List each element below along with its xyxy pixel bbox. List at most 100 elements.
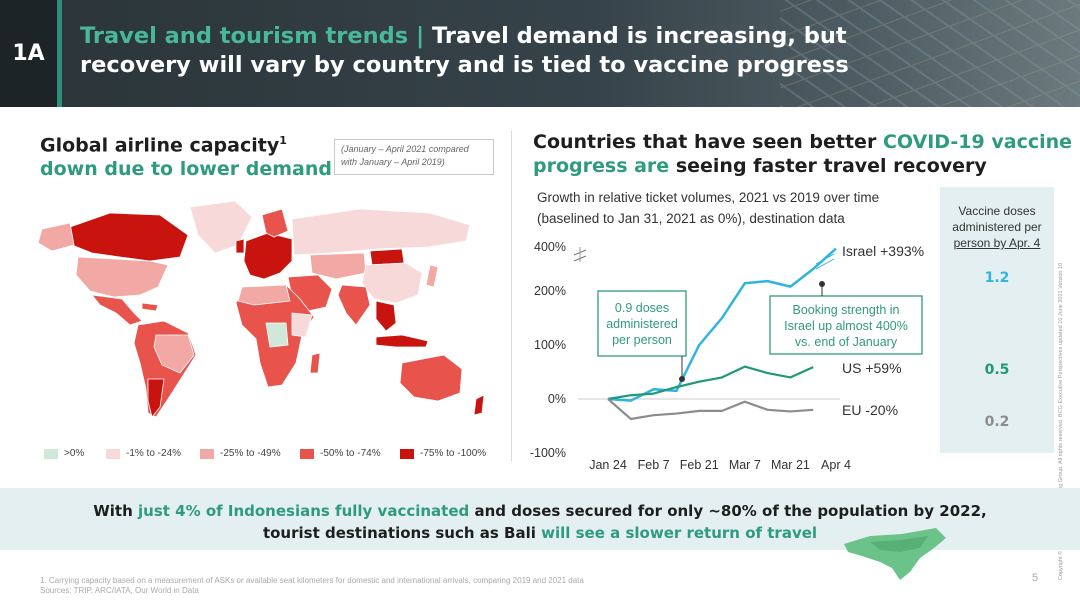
right-title-plain-1: Countries that have seen better [533,131,883,153]
map-australia [399,354,463,402]
callout-part-4: tourist destinations such as Bali [262,524,542,542]
title-accent: Travel and tourism trends [80,23,409,49]
footnote: 1. Carrying capacity based on a measurem… [40,576,584,596]
map-se-asia [375,300,397,332]
legend-swatch [400,448,414,459]
title-line-2: recovery will vary by country and is tie… [80,52,849,78]
map-china [361,262,423,304]
page-title: Travel and tourism trends | Travel deman… [80,22,980,80]
map-argentina [147,378,165,418]
legend-item-minus-75-100: -75% to -100% [400,448,486,459]
left-panel-title: Global airline capacity1 down due to low… [40,129,332,181]
israel-break-mark [815,253,835,270]
banner-map-texture [780,0,1080,107]
annotation-booking: Booking strength in Israel up almost 400… [769,281,923,355]
legend-swatch [200,448,214,459]
legend-swatch [300,448,314,459]
footnote-sources: Sources: TRIP, ARC/IATA, Our World in Da… [40,586,199,595]
chart-subtitle: Growth in relative ticket volumes, 2021 … [537,187,879,229]
callout-part-3: and doses secured for only ~80% of the p… [469,502,987,520]
y-tick-label: 400% [534,240,566,254]
vaccine-header-line-1: Vaccine doses [958,204,1036,218]
x-tick-label: Mar 21 [771,458,810,472]
vaccine-value-us: 0.5 [984,362,1010,378]
vaccine-column-header: Vaccine doses administered per person by… [940,203,1054,251]
map-canada [69,212,189,262]
x-axis-ticks: Jan 24 Feb 7 Feb 21 Mar 7 Mar 21 Apr 4 [589,458,851,472]
series-group [607,247,837,421]
vaccine-value-israel: 1.2 [984,270,1010,286]
left-title-line-2: down due to lower demand [40,158,332,181]
callout-text: With just 4% of Indonesians fully vaccin… [60,500,1020,544]
map-indonesia [375,334,429,348]
series-end-label-eu: EU -20% [842,402,898,418]
x-tick-label: Feb 7 [638,458,670,472]
footnote-line-1: 1. Carrying capacity based on a measurem… [40,576,584,585]
vaccine-header-line-2: administered per [952,220,1042,234]
map-north-africa [237,284,291,306]
world-capacity-map [37,200,485,418]
map-scandinavia [261,208,289,238]
annotation-booking-line-1: Booking strength in [792,303,899,317]
x-tick-label: Apr 4 [821,458,851,472]
legend-label: -75% to -100% [420,448,487,459]
right-title-accent-2: progress are [533,155,670,177]
map-central-asia [309,252,367,280]
right-title-accent-1: COVID-19 vaccine [882,131,1073,153]
period-note: (January – April 2021 compared with Janu… [334,139,494,175]
map-india [337,284,371,326]
legend-item-minus-25-49: -25% to -49% [200,448,281,459]
map-brazil [153,334,195,374]
page-number: 5 [1032,572,1039,584]
title-separator: | [408,23,432,49]
chart-subtitle-line-2: (baselined to Jan 31, 2021 as 0%), desti… [537,211,845,226]
map-russia [291,208,471,256]
legend-label: -50% to -74% [320,448,381,459]
map-mongolia [369,248,405,266]
legend-swatch [106,448,120,459]
x-tick-label: Mar 7 [729,458,761,472]
annotation-doses-line-3: per person [612,333,672,347]
legend-label: >0% [64,448,85,459]
map-mexico [91,294,143,326]
footnote-marker: 1 [279,134,287,147]
vaccine-doses-column: Vaccine doses administered per person by… [940,187,1054,453]
right-panel-title: Countries that have seen better COVID-19… [533,130,1072,178]
legend-item-minus-1-24: -1% to -24% [106,448,181,459]
y-tick-label: 100% [534,338,566,352]
right-title-plain-2: seeing faster travel recovery [669,155,987,177]
legend-item-minus-50-74: -50% to -74% [300,448,381,459]
y-axis-ticks: 400% 200% 100% 0% -100% [530,240,566,460]
legend-label: -25% to -49% [220,448,281,459]
callout-part-1: With [93,502,138,520]
map-europe [243,232,293,280]
callout-accent-1: just 4% of Indonesians fully vaccinated [138,502,470,520]
y-tick-label: -100% [530,446,566,460]
map-usa [75,256,169,298]
vaccine-header-line-3: person by Apr. 4 [953,236,1041,250]
title-line-1: Travel demand is increasing, but [432,23,847,49]
legend-label: -1% to -24% [126,448,182,459]
annotation-doses-line-1: 0.9 doses [615,301,669,315]
section-badge: 1A [0,0,62,107]
series-line-eu [607,398,814,421]
callout-accent-2: will see a slower return of travel [541,524,818,542]
left-title-line-1: Global airline capacity [40,134,280,157]
series-end-label-israel: Israel +393% [842,243,924,259]
x-tick-label: Jan 24 [589,458,627,472]
series-end-label-us: US +59% [842,360,902,376]
map-east-africa [291,312,313,338]
annotation-doses-line-2: administered [606,317,678,331]
map-central-africa [265,322,289,348]
series-end-labels: Israel +393% US +59% EU -20% [842,243,924,418]
map-madagascar [309,352,321,374]
y-tick-label: 200% [534,284,566,298]
map-japan [425,264,439,288]
bali-island-icon [844,528,946,580]
annotation-booking-line-2: Israel up almost 400% [784,319,908,333]
vaccine-value-eu: 0.2 [984,414,1010,430]
annotation-doses: 0.9 doses administered per person [597,290,687,382]
y-tick-label: 0% [548,392,566,406]
map-alaska [37,222,75,252]
legend-swatch [44,448,58,459]
